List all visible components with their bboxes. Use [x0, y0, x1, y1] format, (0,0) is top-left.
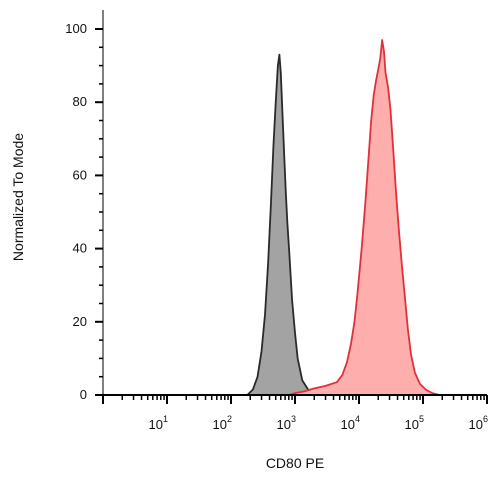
y-tick-label: 60: [73, 167, 87, 182]
y-tick-label: 100: [65, 21, 87, 36]
x-tick-label: 104: [341, 414, 360, 432]
series-0-histogram: [246, 53, 322, 396]
y-tick-label: 20: [73, 314, 87, 329]
y-axis-title: Normalized To Mode: [10, 133, 26, 261]
series-layer: [246, 39, 441, 396]
y-tick-label: 80: [73, 94, 87, 109]
y-axis-ticks: 0 20 40 60 80 100: [65, 21, 103, 402]
series-1-histogram: [287, 39, 441, 396]
x-tick-label: 105: [405, 414, 424, 432]
y-tick-label: 40: [73, 241, 87, 256]
x-tick-label: 102: [213, 414, 232, 432]
y-tick-label: 0: [80, 387, 87, 402]
x-tick-label: 101: [149, 414, 168, 432]
x-tick-label: 103: [277, 414, 296, 432]
x-axis-title: CD80 PE: [266, 455, 324, 471]
x-tick-label: 106: [469, 414, 488, 432]
x-axis-ticks: 101 102 103 104 105 106: [102, 395, 488, 432]
